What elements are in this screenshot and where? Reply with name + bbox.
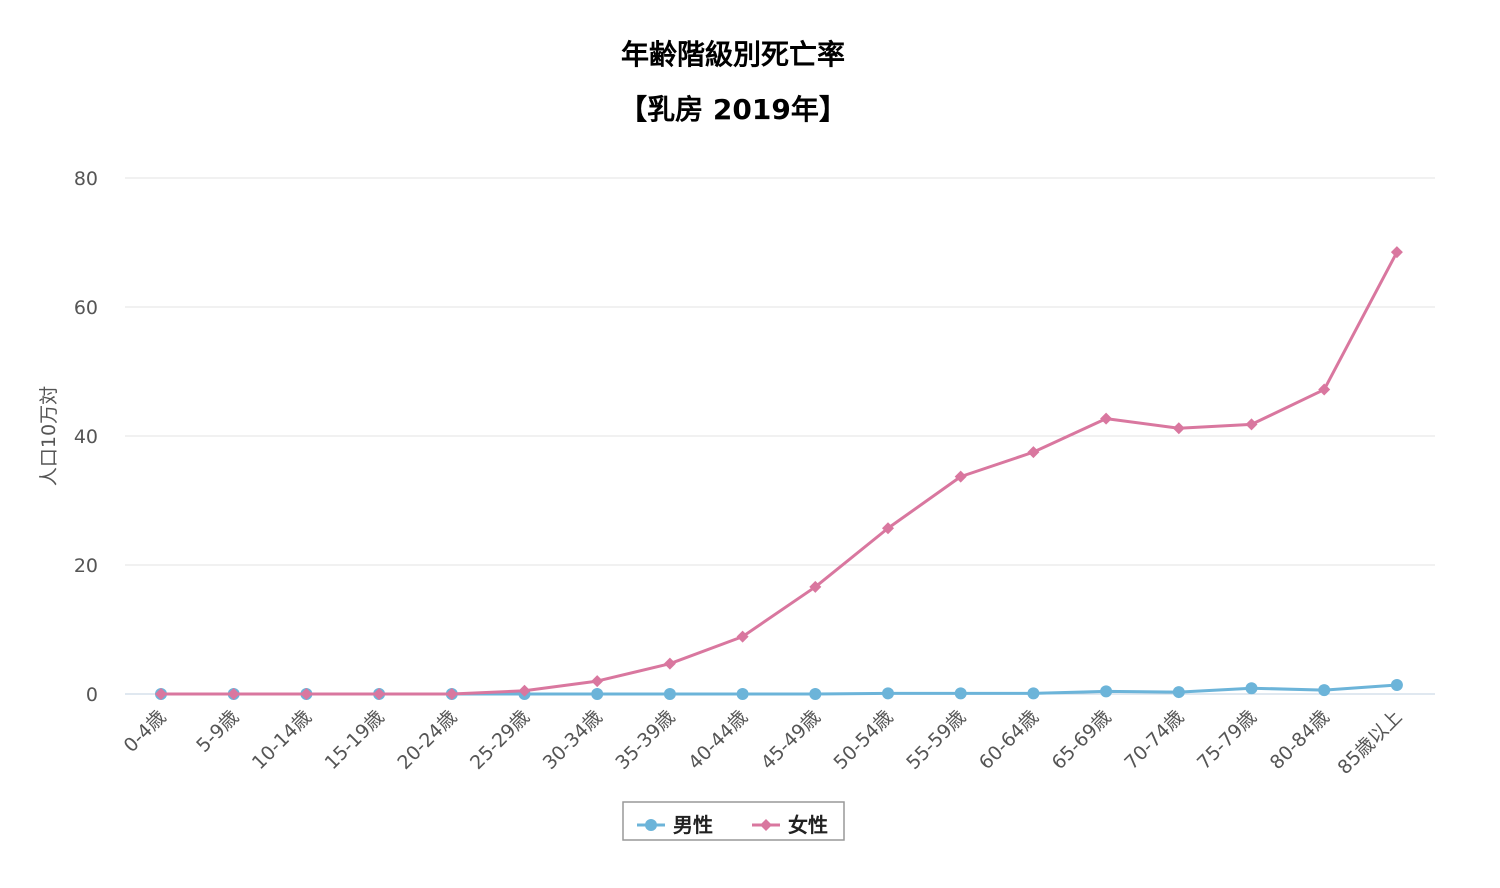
x-tick-label: 40-44歳 [684, 706, 752, 774]
data-point[interactable] [591, 688, 604, 700]
legend-box [622, 801, 845, 841]
grid-lines [125, 177, 1435, 695]
data-point[interactable] [809, 580, 822, 593]
data-point[interactable] [1318, 684, 1331, 697]
y-tick-label: 40 [74, 426, 98, 448]
x-tick-label: 35-39歳 [611, 706, 679, 774]
data-point[interactable] [227, 688, 240, 700]
x-tick-label: 0-4歳 [120, 706, 171, 757]
x-tick-label: 55-59歳 [902, 706, 970, 774]
series-female [155, 246, 1403, 700]
data-point[interactable] [736, 688, 749, 700]
data-point[interactable] [1027, 687, 1040, 700]
y-axis-ticks: 0 20 40 60 80 [74, 168, 98, 706]
data-point[interactable] [954, 687, 967, 700]
legend-item-male[interactable]: 男性 [637, 813, 713, 837]
data-point[interactable] [300, 688, 313, 700]
legend-marker-female [760, 819, 772, 831]
data-point[interactable] [591, 675, 604, 688]
data-point[interactable] [882, 687, 894, 700]
data-point[interactable] [1245, 682, 1258, 695]
legend-label-male: 男性 [673, 813, 713, 837]
x-tick-label: 30-34歳 [539, 706, 607, 774]
y-tick-label: 60 [74, 297, 98, 319]
data-point[interactable] [954, 470, 967, 483]
x-tick-label: 80-84歳 [1266, 706, 1334, 774]
data-point[interactable] [1100, 412, 1113, 425]
data-point[interactable] [1100, 685, 1113, 698]
data-point[interactable] [1390, 678, 1403, 691]
data-point[interactable] [1172, 422, 1185, 435]
chart-title: 年齢階級別死亡率 [621, 38, 845, 71]
x-tick-label: 5-9歳 [192, 706, 243, 757]
data-point[interactable] [1318, 383, 1331, 396]
data-point[interactable] [1027, 446, 1040, 459]
legend-item-female[interactable]: 女性 [752, 813, 828, 837]
y-tick-label: 80 [74, 168, 98, 190]
x-tick-label: 60-64歳 [975, 706, 1043, 774]
x-tick-label: 10-14歳 [248, 706, 316, 774]
x-axis-ticks: 0-4歳 5-9歳 10-14歳 15-19歳 20-24歳 25-29歳 30-34歳 35… [120, 706, 1407, 779]
data-point[interactable] [736, 630, 749, 643]
x-tick-label: 75-79歳 [1193, 706, 1261, 774]
x-tick-label: 15-19歳 [321, 706, 389, 774]
y-tick-label: 0 [86, 684, 98, 706]
legend-label-female: 女性 [788, 813, 828, 837]
data-point[interactable] [663, 657, 676, 670]
data-point[interactable] [445, 688, 458, 700]
series-male [155, 678, 1403, 700]
data-point[interactable] [882, 522, 894, 535]
series-line [159, 250, 1399, 696]
x-tick-label: 70-74歳 [1120, 706, 1188, 774]
x-tick-label: 20-24歳 [393, 706, 461, 774]
y-axis-title: 人口10万対 [38, 386, 60, 486]
data-point[interactable] [809, 688, 822, 700]
data-point[interactable] [1172, 686, 1185, 699]
chart-subtitle: 【乳房 2019年】 [619, 93, 847, 126]
data-point[interactable] [155, 688, 167, 700]
y-tick-label: 20 [74, 555, 98, 577]
series-layer [155, 246, 1403, 700]
data-point[interactable] [518, 684, 531, 697]
x-tick-label: 85歳以上 [1333, 706, 1406, 779]
x-tick-label: 65-69歳 [1048, 706, 1116, 774]
x-tick-label: 50-54歳 [829, 706, 897, 774]
data-point[interactable] [373, 688, 386, 700]
x-tick-label: 45-49歳 [757, 706, 825, 774]
data-point[interactable] [1245, 418, 1258, 431]
legend-marker-male [645, 819, 657, 831]
x-tick-label: 25-29歳 [466, 706, 534, 774]
data-point[interactable] [1390, 246, 1403, 259]
legend[interactable]: 男性 女性 [622, 801, 845, 841]
data-point[interactable] [663, 688, 676, 700]
